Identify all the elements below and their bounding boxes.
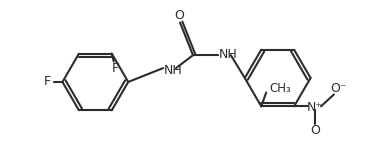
Text: O: O — [310, 124, 320, 137]
Text: CH₃: CH₃ — [269, 82, 291, 95]
Text: O: O — [174, 9, 184, 22]
Text: N⁺: N⁺ — [307, 101, 323, 114]
Text: NH: NH — [164, 64, 183, 77]
Text: F: F — [112, 62, 119, 75]
Text: F: F — [44, 75, 51, 89]
Text: O⁻: O⁻ — [331, 82, 347, 95]
Text: NH: NH — [219, 48, 238, 61]
